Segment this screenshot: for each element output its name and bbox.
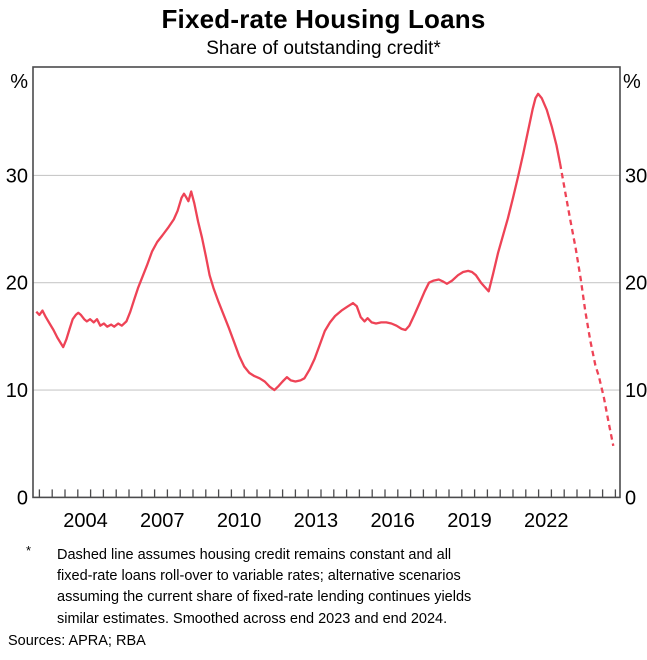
- footnote: Dashed line assumes housing credit remai…: [57, 545, 527, 630]
- y-axis-label-right: 10: [625, 380, 647, 402]
- series-line-dashed: [558, 163, 615, 447]
- y-axis-label-left: 10: [6, 380, 28, 402]
- y-axis-label-left: 20: [6, 273, 28, 295]
- chart-subtitle: Share of outstanding credit*: [206, 38, 441, 59]
- footnote-marker: *: [26, 543, 32, 558]
- footnote-line: assuming the current share of fixed-rate…: [57, 589, 472, 606]
- footnote-line: fixed-rate loans roll-over to variable r…: [57, 568, 461, 585]
- plot-border: [32, 66, 621, 499]
- y-axis-label-right: 0: [625, 487, 636, 509]
- x-axis-label: 2010: [217, 510, 262, 532]
- series-line-solid: [35, 92, 562, 392]
- x-axis-label: 2004: [63, 510, 108, 532]
- y-axis-label-left: 0: [17, 487, 28, 509]
- unit-label-right: %: [623, 71, 641, 93]
- chart-title: Fixed-rate Housing Loans: [161, 4, 486, 34]
- sources-text: Sources: APRA; RBA: [8, 633, 146, 649]
- x-axis-label: 2019: [447, 510, 492, 532]
- y-axis-label-left: 30: [6, 165, 28, 187]
- x-axis-label: 2013: [294, 510, 339, 532]
- footnote-line: Dashed line assumes housing credit remai…: [57, 547, 452, 563]
- line-chart: 0 0 10 10 20 20 30 30% % 2004 2007 2010 2013 2016 2019…: [6, 66, 647, 532]
- y-axis-label-right: 30: [625, 165, 647, 187]
- footnote-line: similar estimates. Smoothed across end 2…: [57, 610, 448, 627]
- unit-label-left: %: [10, 71, 28, 93]
- x-axis-label: 2007: [140, 510, 185, 532]
- x-axis-label: 2022: [524, 510, 569, 532]
- x-axis-label: 2016: [370, 510, 415, 532]
- y-axis-label-right: 20: [625, 273, 647, 295]
